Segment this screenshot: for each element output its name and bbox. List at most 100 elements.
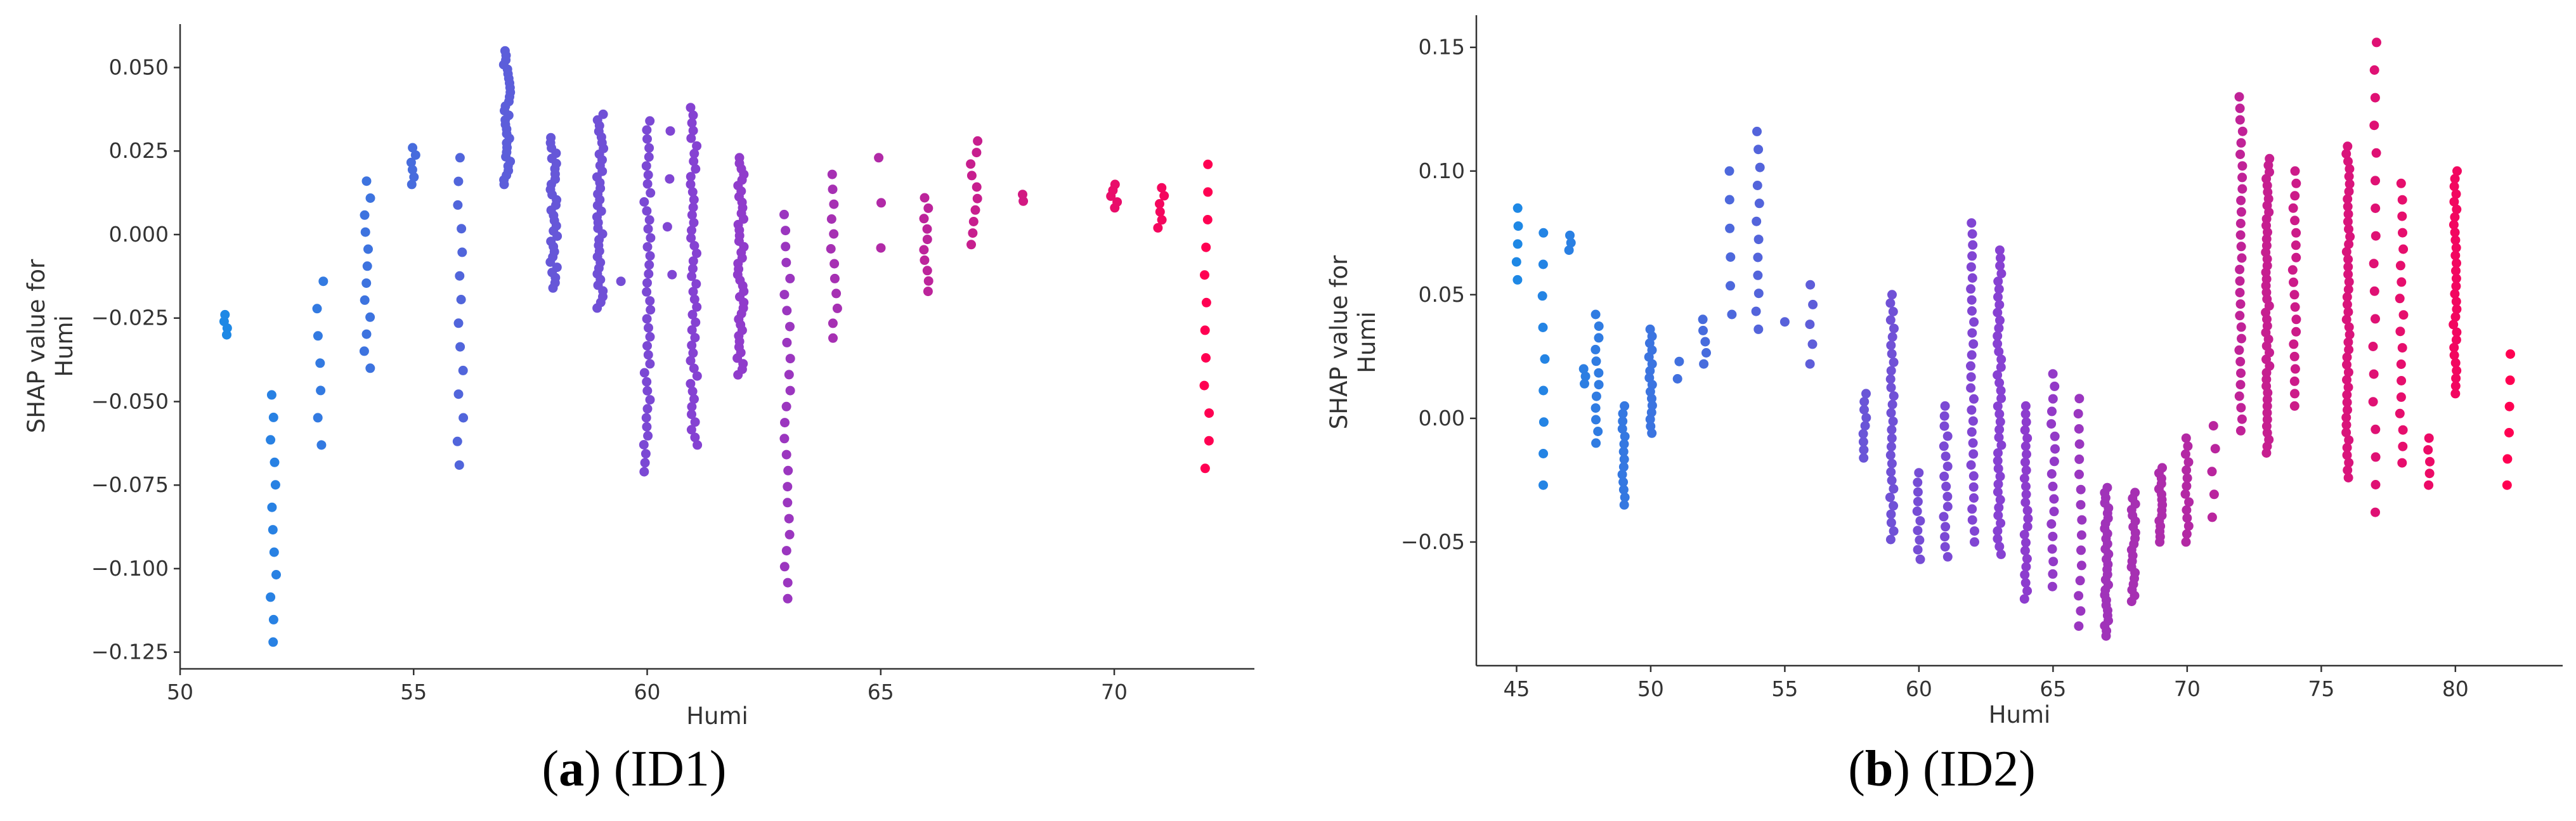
point (2395, 294, 2405, 304)
point (266, 435, 276, 445)
point (2074, 621, 2084, 631)
point (1993, 456, 2003, 466)
point (1914, 468, 1924, 478)
point (1913, 526, 1923, 536)
point (2398, 425, 2408, 435)
point (1915, 554, 1925, 564)
point (920, 255, 930, 265)
point (1753, 235, 1764, 245)
point (640, 458, 650, 468)
point (1647, 401, 1657, 411)
point (455, 271, 465, 281)
point (646, 233, 656, 243)
point (922, 235, 932, 245)
point (923, 287, 933, 297)
point (783, 482, 793, 492)
point (2237, 414, 2247, 424)
point (690, 417, 700, 427)
point (2049, 456, 2059, 467)
point (1726, 281, 1735, 291)
point (2371, 204, 2381, 213)
point (2343, 254, 2353, 264)
point (2074, 394, 2085, 404)
point (2369, 65, 2379, 75)
point (2397, 458, 2407, 468)
point (270, 480, 280, 490)
point (1885, 534, 1896, 545)
point (2341, 314, 2352, 325)
point (1966, 460, 1976, 470)
point (2021, 489, 2031, 500)
point (455, 342, 465, 352)
point (644, 215, 654, 225)
point (919, 245, 929, 255)
point (2237, 253, 2247, 263)
point (1200, 270, 1209, 280)
point (2343, 209, 2353, 219)
point (1620, 401, 1630, 411)
point (689, 217, 699, 228)
point (2450, 250, 2461, 261)
point (2451, 266, 2461, 276)
point (2183, 441, 2193, 451)
point (410, 150, 420, 160)
point (966, 171, 977, 181)
point (2049, 507, 2059, 517)
point (2287, 265, 2298, 275)
point (2502, 454, 2513, 464)
point (2074, 424, 2084, 434)
point (2235, 356, 2246, 366)
point (1970, 537, 1979, 547)
point (783, 578, 793, 588)
point (2505, 375, 2515, 385)
point (2370, 93, 2380, 103)
point (686, 172, 696, 182)
point (1580, 378, 1589, 389)
point (691, 164, 701, 174)
point (2261, 221, 2271, 231)
point (2236, 403, 2246, 413)
point (779, 290, 790, 300)
point (1618, 462, 1629, 472)
point (2452, 304, 2462, 314)
point (1805, 280, 1816, 290)
point (667, 269, 677, 280)
point (642, 377, 652, 387)
point (2450, 389, 2461, 399)
point (1159, 191, 1169, 201)
point (642, 134, 652, 144)
point (829, 273, 840, 283)
point (645, 332, 655, 342)
point (2261, 381, 2272, 391)
point (546, 133, 556, 143)
point (2234, 92, 2244, 102)
point (1859, 404, 1869, 415)
point (2075, 576, 2085, 586)
point (459, 413, 469, 423)
x-tick-label: 70 (2174, 676, 2201, 701)
point (452, 436, 462, 446)
point (1202, 215, 1213, 224)
point (689, 156, 699, 166)
point (687, 410, 696, 420)
point (1996, 440, 2007, 450)
point (2102, 482, 2112, 493)
point (2023, 514, 2033, 524)
point (2182, 529, 2192, 539)
point (1591, 356, 1601, 366)
point (687, 309, 698, 320)
point (1939, 411, 1949, 421)
point (2344, 458, 2354, 468)
point (2397, 195, 2407, 205)
point (316, 385, 326, 396)
x-tick-label: 50 (167, 680, 193, 704)
point (2343, 382, 2353, 392)
point (2261, 240, 2272, 250)
point (784, 514, 794, 524)
point (2022, 433, 2033, 443)
point (2235, 311, 2245, 321)
point (689, 148, 699, 158)
point (826, 214, 836, 224)
point (687, 210, 697, 220)
point (784, 529, 795, 540)
